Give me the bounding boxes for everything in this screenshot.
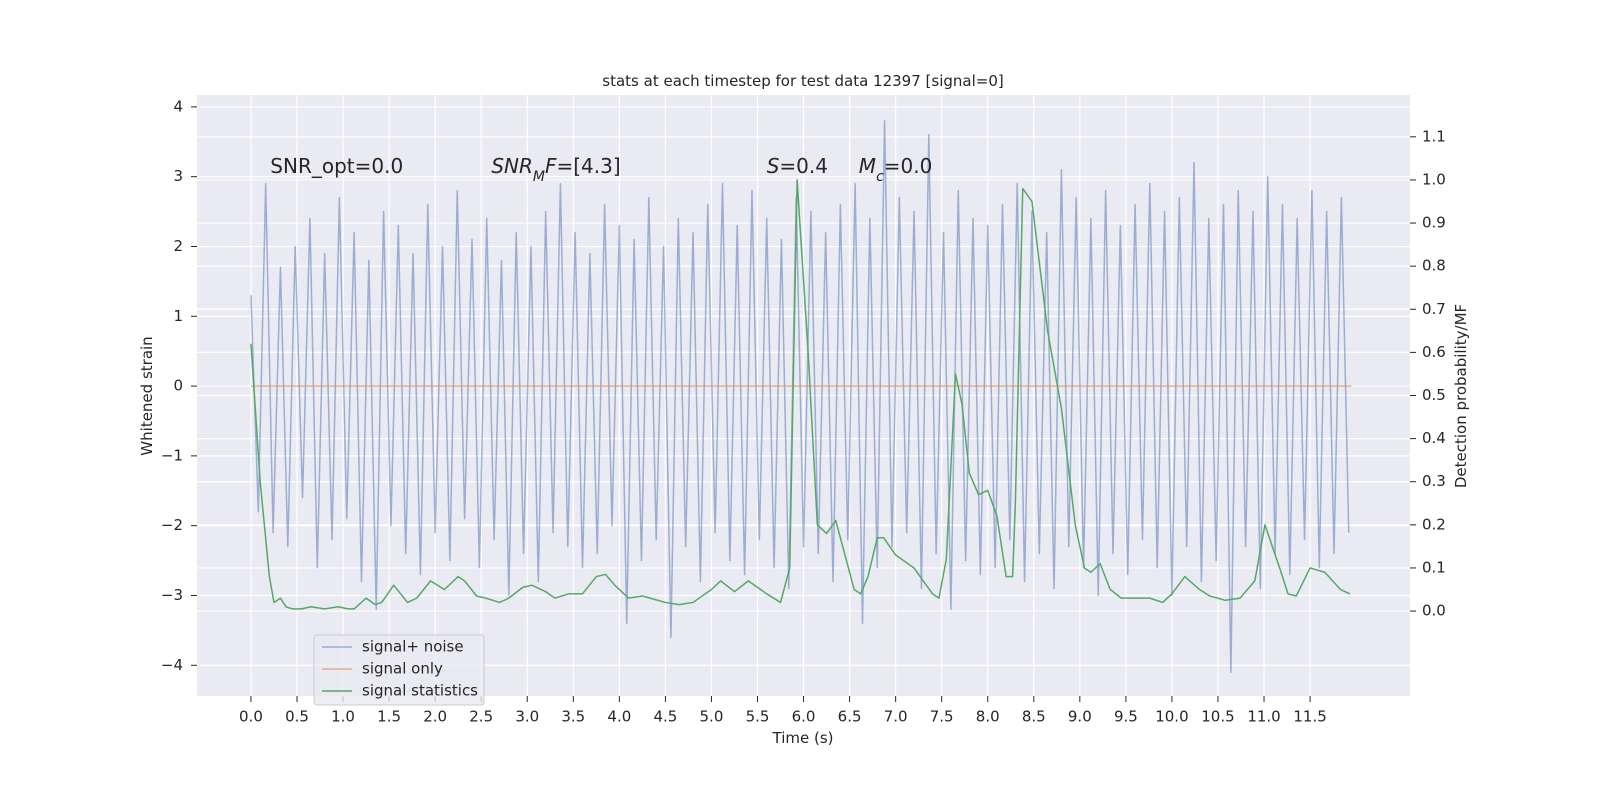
x-tick-label: 9.0 xyxy=(1068,708,1092,726)
x-tick-label: 8.0 xyxy=(976,708,1000,726)
annotation: SNRMF=[4.3] xyxy=(491,154,620,185)
y-tick-label: 4 xyxy=(173,97,183,115)
axes: 0.0 0.5 1.0 1.5 2.0 2.5 3.0 3.5 4.0 4.5 5.0 5.5 6.0 6… xyxy=(161,97,1446,725)
x-tick-label: 7.0 xyxy=(884,708,908,726)
x-tick-label: 8.5 xyxy=(1022,708,1046,726)
x-tick-label: 4.0 xyxy=(607,708,631,726)
x-tick-label: 6.0 xyxy=(792,708,816,726)
legend-label: signal+ noise xyxy=(362,638,464,656)
annotation-part: S xyxy=(767,154,780,178)
y-tick-label: 0 xyxy=(173,377,183,395)
x-tick-label: 0.5 xyxy=(285,708,309,726)
annotation: Mc=0.0 xyxy=(859,154,933,185)
x-tick-label: 0.0 xyxy=(239,708,263,726)
y2-tick-label: 0.4 xyxy=(1422,429,1446,447)
annotation-part: c xyxy=(876,169,884,185)
y2-tick-label: 0.2 xyxy=(1422,515,1446,533)
annotation-part: SNR_opt=0.0 xyxy=(270,154,403,178)
y2-tick-label: 0.6 xyxy=(1422,343,1446,361)
y2-tick-label: 1.0 xyxy=(1422,170,1446,188)
y-tick-label: −4 xyxy=(161,656,183,674)
legend: signal+ noise signal only signal statistic… xyxy=(313,634,485,706)
x-tick-label: 6.5 xyxy=(838,708,862,726)
y2-tick-label: 1.1 xyxy=(1422,127,1446,145)
x-tick-label: 3.0 xyxy=(515,708,539,726)
y2-tick-label: 0.0 xyxy=(1422,602,1446,620)
x-tick-label: 2.5 xyxy=(469,708,493,726)
y-tick-label: −2 xyxy=(161,516,183,534)
y-tick-label: −3 xyxy=(161,586,183,604)
chart-title: stats at each timestep for test data 123… xyxy=(602,72,1003,90)
legend-label: signal statistics xyxy=(362,682,478,700)
annotation-part: M xyxy=(859,154,876,178)
y2-tick-label: 0.5 xyxy=(1422,386,1446,404)
annotation-part: M xyxy=(533,169,545,185)
x-tick-label: 7.5 xyxy=(930,708,954,726)
x-tick-label: 3.5 xyxy=(561,708,585,726)
x-tick-label: 1.0 xyxy=(331,708,355,726)
x-tick-label: 5.5 xyxy=(746,708,770,726)
y-axis-label: Whitened strain xyxy=(138,336,156,455)
x-tick-label: 4.5 xyxy=(653,708,677,726)
annotation-part: =0.4 xyxy=(779,154,828,178)
y2-tick-label: 0.7 xyxy=(1422,300,1446,318)
y2-tick-label: 0.1 xyxy=(1422,558,1446,576)
y-tick-label: 1 xyxy=(173,307,183,325)
legend-label: signal only xyxy=(362,660,443,678)
legend-box xyxy=(313,634,485,706)
y2-tick-label: 0.8 xyxy=(1422,257,1446,275)
x-tick-label: 2.0 xyxy=(423,708,447,726)
y-tick-label: 2 xyxy=(173,237,183,255)
y-tick-label: 3 xyxy=(173,167,183,185)
marks xyxy=(250,120,1352,674)
annotation-part: =[4.3] xyxy=(557,154,621,178)
y2-tick-label: 0.9 xyxy=(1422,214,1446,232)
annotation-part: =0.0 xyxy=(884,154,933,178)
series-line xyxy=(250,179,1350,610)
x-tick-label: 10.0 xyxy=(1155,708,1188,726)
y2-tick-label: 0.3 xyxy=(1422,472,1446,490)
x-tick-label: 11.0 xyxy=(1247,708,1280,726)
y-tick-label: −1 xyxy=(161,446,183,464)
y2-axis-label: Detection probability/MF xyxy=(1452,304,1470,488)
annotation-part: SNR xyxy=(491,154,533,178)
annotation-part: F xyxy=(545,154,557,178)
x-axis-label: Time (s) xyxy=(772,729,834,747)
x-tick-label: 1.5 xyxy=(377,708,401,726)
annotation: SNR_opt=0.0 xyxy=(270,154,403,178)
x-tick-label: 11.5 xyxy=(1293,708,1326,726)
x-tick-label: 10.5 xyxy=(1201,708,1234,726)
annotation: S=0.4 xyxy=(767,154,828,178)
x-tick-label: 9.5 xyxy=(1114,708,1138,726)
x-tick-label: 5.0 xyxy=(700,708,724,726)
series-line xyxy=(250,120,1350,674)
